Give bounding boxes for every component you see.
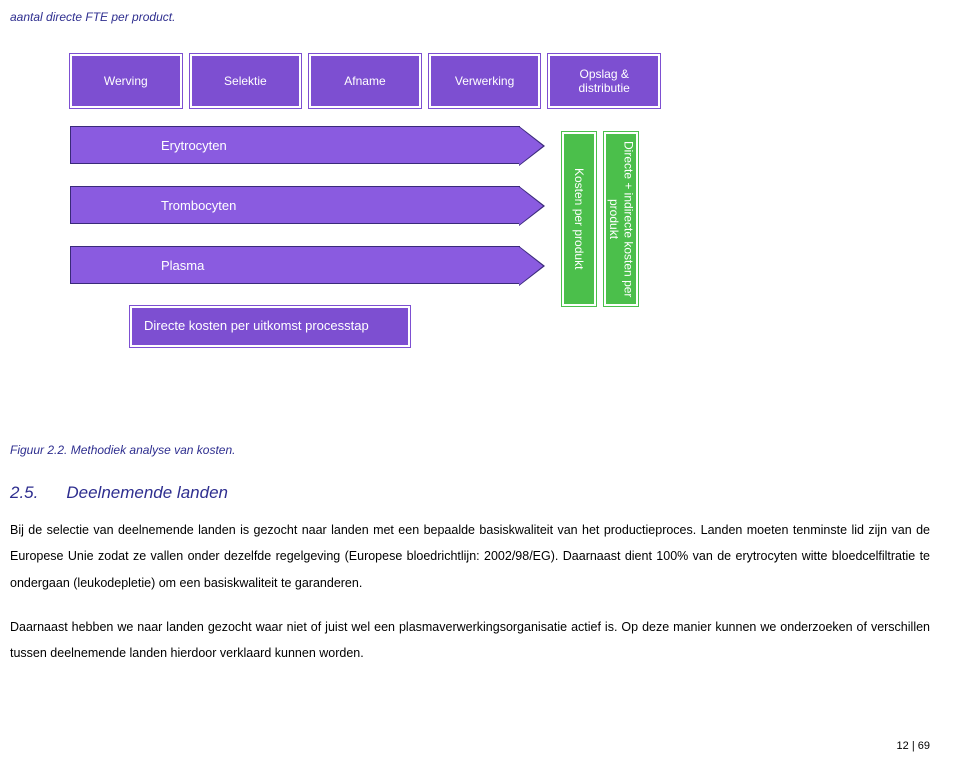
stage-box: Selektie: [190, 54, 302, 108]
stage-box: Afname: [309, 54, 421, 108]
arrow-label: Plasma: [161, 258, 204, 273]
stage-box: Opslag & distributie: [548, 54, 660, 108]
stage-box: Werving: [70, 54, 182, 108]
paragraph: Bij de selectie van deelnemende landen i…: [10, 517, 930, 596]
figure-caption: Figuur 2.2. Methodiek analyse van kosten…: [10, 443, 930, 457]
section-heading: 2.5. Deelnemende landen: [10, 483, 930, 503]
stages-row: Werving Selektie Afname Verwerking Opsla…: [70, 54, 660, 108]
process-diagram: Werving Selektie Afname Verwerking Opsla…: [70, 54, 660, 409]
arrow-row: Plasma: [70, 246, 520, 284]
arrow-label: Erytrocyten: [161, 138, 227, 153]
cost-bar: Kosten per produkt: [562, 132, 596, 306]
paragraph: Daarnaast hebben we naar landen gezocht …: [10, 614, 930, 667]
bottom-box: Directe kosten per uitkomst processtap: [130, 306, 410, 347]
stage-box: Verwerking: [429, 54, 541, 108]
side-bars: Kosten per produkt Directe + indirecte k…: [562, 132, 638, 306]
process-arrow: Erytrocyten: [70, 126, 520, 164]
leading-text: aantal directe FTE per product.: [10, 10, 930, 24]
cost-bar: Directe + indirecte kosten per produkt: [604, 132, 638, 306]
process-arrow: Plasma: [70, 246, 520, 284]
section-number: 2.5.: [10, 483, 38, 503]
arrow-label: Trombocyten: [161, 198, 236, 213]
section-title: Deelnemende landen: [66, 483, 228, 503]
arrow-row: Trombocyten: [70, 186, 520, 224]
process-arrow: Trombocyten: [70, 186, 520, 224]
arrow-row: Erytrocyten: [70, 126, 520, 164]
arrows-column: Erytrocyten Trombocyten Plasma: [70, 126, 520, 284]
page-number: 12 | 69: [897, 740, 930, 752]
